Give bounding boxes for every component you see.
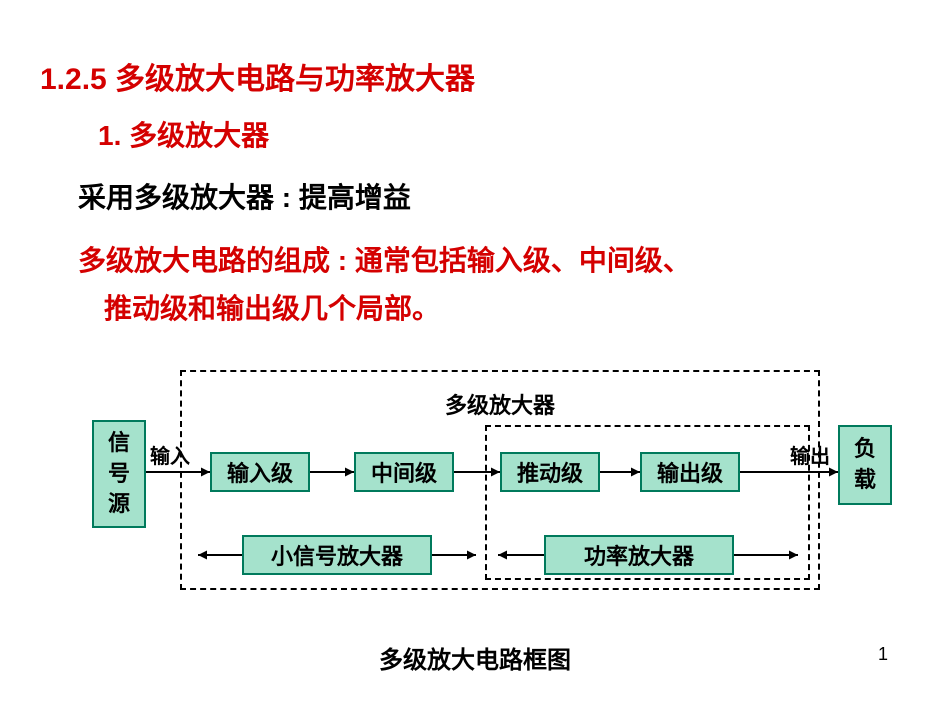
block-diagram: 多级放大器信 号 源负 载输入输出输入级中间级推动级输出级小信号放大器功率放大器: [0, 370, 950, 610]
stage-block-0: 输入级: [210, 452, 310, 492]
arrow-6: [420, 543, 488, 567]
arrow-3: [588, 460, 652, 484]
page-number: 1: [878, 644, 888, 665]
subsection-title: 1. 多级放大器: [98, 114, 269, 154]
group-block-1: 功率放大器: [544, 535, 734, 575]
stage-block-1: 中间级: [354, 452, 454, 492]
arrow-5: [186, 543, 254, 567]
arrow-2: [442, 460, 512, 484]
stage-block-3: 输出级: [640, 452, 740, 492]
figure-caption: 多级放大电路框图: [0, 640, 950, 675]
group-block-0: 小信号放大器: [242, 535, 432, 575]
section-title: 1.2.5 多级放大电路与功率放大器: [40, 54, 475, 98]
arrow-7: [486, 543, 556, 567]
outer-label: 多级放大器: [380, 388, 620, 420]
arrow-4: [728, 460, 850, 484]
stage-block-2: 推动级: [500, 452, 600, 492]
text-line-4: 多级放大电路的组成 : 通常包括输入级、中间级、 推动级和输出级几个局部。: [78, 237, 691, 332]
text-line-4b: 推动级和输出级几个局部。: [104, 293, 440, 324]
arrow-1: [298, 460, 366, 484]
arrow-0: [134, 460, 222, 484]
text-line-3: 采用多级放大器 : 提高增益: [78, 176, 411, 216]
slide: 1.2.5 多级放大电路与功率放大器 1. 多级放大器 采用多级放大器 : 提高…: [0, 0, 950, 713]
text-line-4a: 多级放大电路的组成 : 通常包括输入级、中间级、: [78, 245, 691, 276]
arrow-8: [722, 543, 810, 567]
